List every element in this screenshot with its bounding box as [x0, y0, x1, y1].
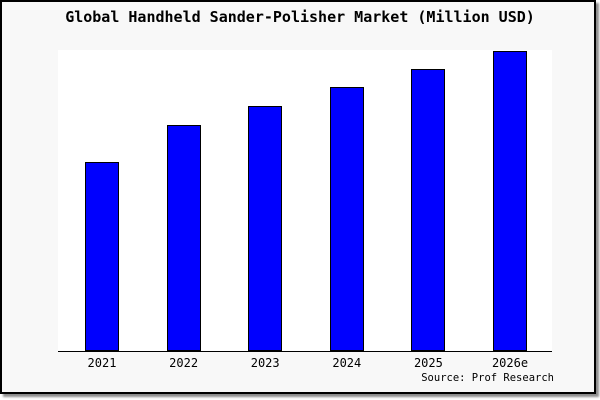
x-axis-label-2022: 2022: [169, 356, 199, 370]
x-axis-label-2025: 2025: [413, 356, 443, 370]
bar-2022: [166, 125, 201, 351]
bar-2024: [329, 87, 364, 351]
bar-2021: [85, 162, 119, 351]
x-axis-label-2026e: 2026e: [491, 356, 529, 370]
x-axis-label-2021: 2021: [87, 356, 117, 370]
bar-2025: [411, 69, 446, 351]
bar-2026e: [493, 51, 527, 351]
source-note: Source: Prof Research: [421, 372, 554, 384]
x-axis-label-2023: 2023: [250, 356, 280, 370]
x-axis-labels: 2021 2022 2023 2024 2025 2026e: [58, 357, 552, 371]
x-axis-label-2024: 2024: [332, 356, 362, 370]
chart-title: Global Handheld Sander-Polisher Market (…: [65, 8, 535, 26]
bar-2023: [248, 106, 283, 351]
plot-area: [58, 50, 552, 352]
